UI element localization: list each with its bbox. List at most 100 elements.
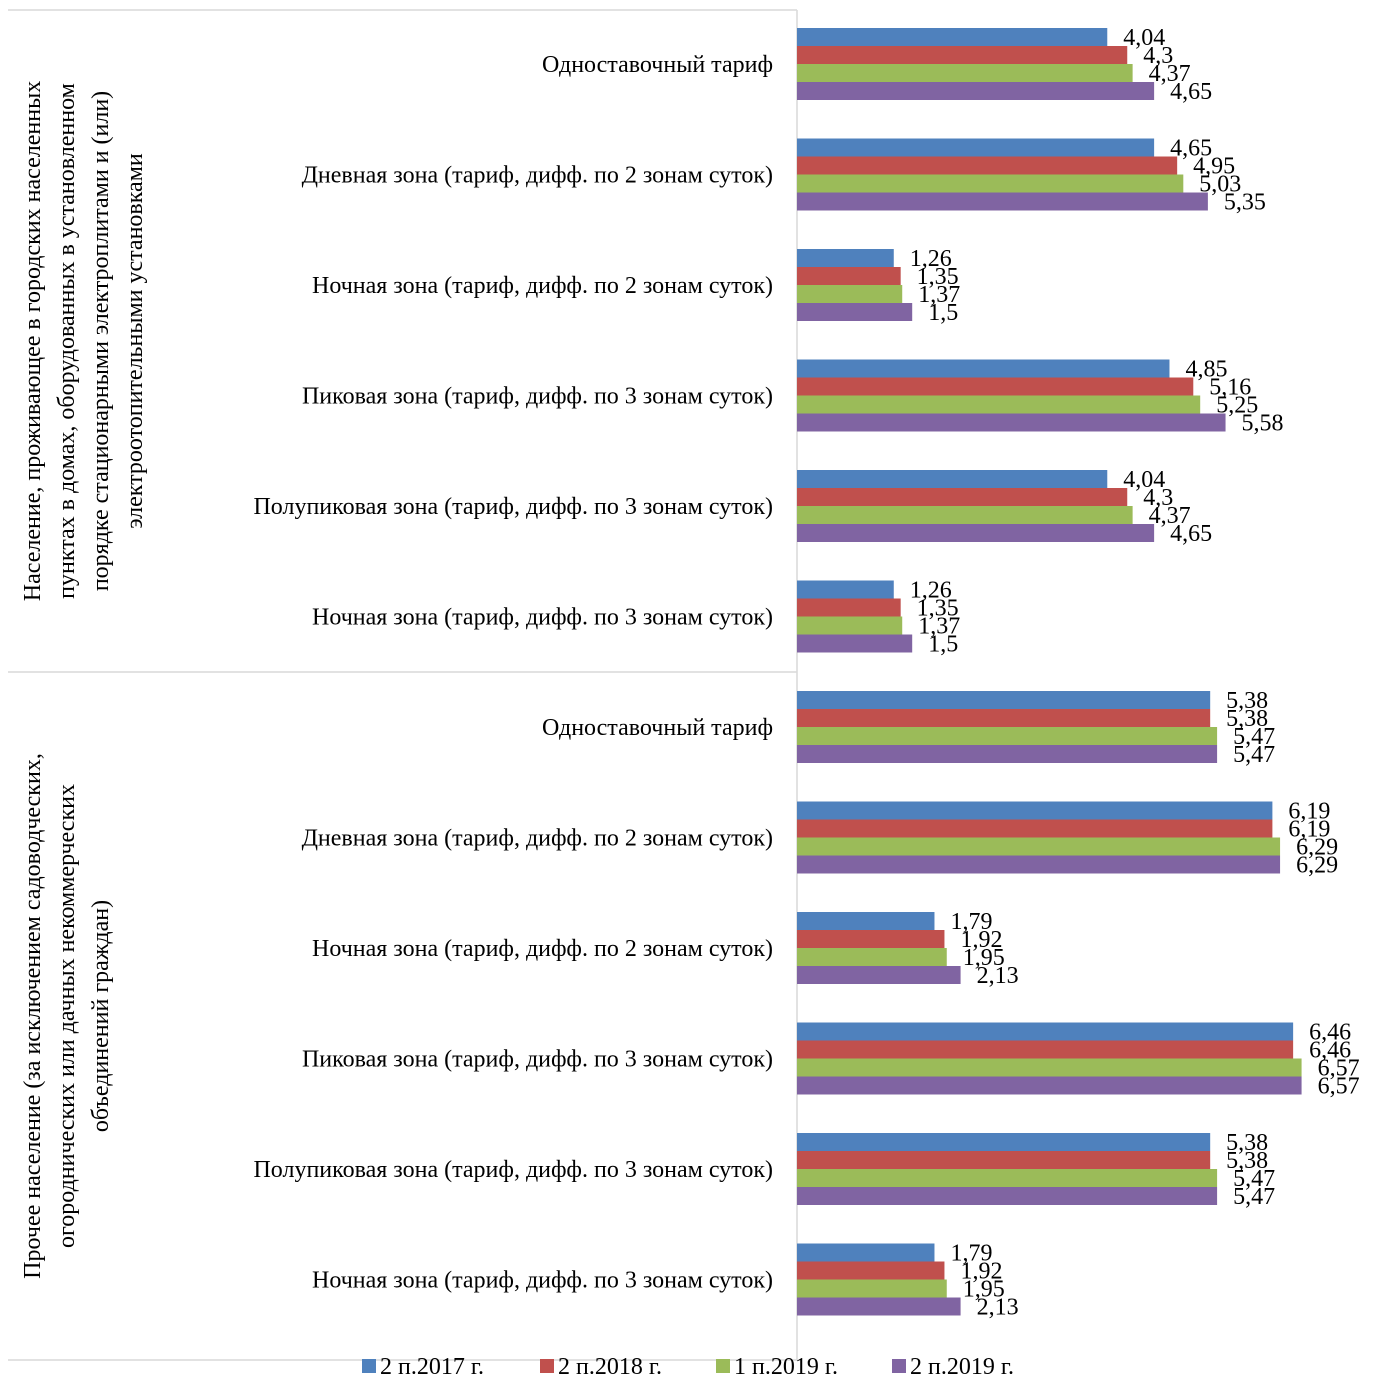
bar — [797, 1243, 935, 1262]
bar — [797, 138, 1155, 157]
value-label: 5,38 — [1226, 1130, 1268, 1156]
value-label: 1,35 — [917, 596, 959, 622]
bar — [797, 966, 961, 984]
bar — [797, 1169, 1218, 1187]
category-label: Одноставочный тариф — [542, 715, 773, 741]
bar — [797, 855, 1281, 874]
value-label: 5,25 — [1216, 393, 1258, 419]
category-label: Ночная зона (тариф, дифф. по 2 зонам сут… — [312, 936, 773, 962]
value-label: 5,03 — [1199, 172, 1241, 198]
value-label: 1,92 — [960, 1259, 1002, 1285]
value-label: 5,47 — [1233, 724, 1275, 750]
category-label: Одноставочный тариф — [542, 52, 773, 78]
category-label: Пиковая зона (тариф, дифф. по 3 зонам су… — [302, 384, 773, 410]
bar — [797, 46, 1128, 64]
group-label-line: огороднических или дачных некоммерческих — [54, 784, 80, 1248]
category-label: Ночная зона (тариф, дифф. по 3 зонам сут… — [312, 605, 773, 631]
value-label: 6,19 — [1288, 799, 1330, 825]
legend-swatch — [716, 1359, 730, 1373]
category-label: Ночная зона (тариф, дифф. по 3 зонам сут… — [312, 1268, 773, 1294]
bar — [797, 1040, 1294, 1059]
group-label-line: Население, проживающее в городских насел… — [20, 81, 46, 601]
value-label: 5,35 — [1224, 190, 1266, 216]
legend: 2 п.2017 г. 2 п.2018 г. 1 п.2019 г. 2 п.201… — [362, 1354, 1014, 1378]
bar — [797, 580, 894, 599]
bar — [797, 249, 894, 267]
value-label: 5,47 — [1233, 742, 1275, 768]
value-label: 1,5 — [928, 632, 958, 658]
bar — [797, 28, 1108, 46]
bar — [797, 82, 1155, 100]
value-label: 4,65 — [1170, 136, 1212, 162]
bar — [797, 709, 1211, 727]
value-label: 5,47 — [1233, 1184, 1275, 1210]
legend-swatch — [540, 1359, 554, 1373]
legend-entry: 2 п.2018 г. — [558, 1354, 662, 1378]
value-label: 1,5 — [928, 300, 958, 326]
group-label-line: электроотопительными установками — [122, 153, 148, 529]
bar — [797, 801, 1273, 820]
legend-swatch — [362, 1359, 376, 1373]
bar — [797, 470, 1108, 488]
value-label: 1,35 — [917, 264, 959, 290]
bars — [797, 28, 1302, 1316]
bar — [797, 192, 1208, 211]
value-label: 5,38 — [1226, 688, 1268, 714]
group-labels: Население, проживающее в городских насел… — [20, 81, 148, 1279]
bar — [797, 413, 1226, 432]
bar — [797, 395, 1201, 414]
category-label: Дневная зона (тариф, дифф. по 2 зонам су… — [302, 826, 773, 852]
value-label: 1,92 — [960, 927, 1002, 953]
bar — [797, 1022, 1294, 1041]
bar — [797, 285, 903, 303]
value-label: 6,46 — [1309, 1020, 1351, 1046]
bar — [797, 1151, 1211, 1169]
value-label: 1,79 — [950, 1241, 992, 1267]
value-label: 5,16 — [1209, 375, 1251, 401]
group-label-line: пунктах в домах, оборудованных в установ… — [54, 83, 80, 599]
bar — [797, 488, 1128, 506]
value-label: 1,37 — [918, 282, 960, 308]
value-label: 1,95 — [963, 945, 1005, 971]
bar — [797, 267, 901, 285]
value-label: 6,57 — [1318, 1056, 1360, 1082]
value-label: 4,3 — [1143, 485, 1173, 511]
bar — [797, 377, 1194, 396]
category-label: Полупиковая зона (тариф, дифф. по 3 зона… — [253, 494, 773, 520]
value-label: 4,04 — [1123, 25, 1165, 51]
value-label: 1,37 — [918, 614, 960, 640]
value-label: 1,79 — [950, 909, 992, 935]
bar — [797, 303, 913, 321]
bar — [797, 745, 1218, 763]
category-label: Пиковая зона (тариф, дифф. по 3 зонам су… — [302, 1047, 773, 1073]
bar — [797, 1261, 945, 1280]
bar — [797, 616, 903, 635]
bar — [797, 156, 1178, 175]
legend-entry: 1 п.2019 г. — [734, 1354, 838, 1378]
legend-entry: 2 п.2019 г. — [910, 1354, 1014, 1378]
bar — [797, 837, 1281, 856]
bar — [797, 359, 1170, 378]
category-labels: Одноставочный тариф Дневная зона (тариф, … — [253, 52, 773, 1294]
bar — [797, 912, 935, 930]
bar — [797, 64, 1133, 82]
value-label: 1,95 — [963, 1277, 1005, 1303]
value-label: 4,04 — [1123, 467, 1165, 493]
value-label: 4,37 — [1149, 503, 1191, 529]
bar — [797, 819, 1273, 838]
bar — [797, 948, 947, 966]
bar — [797, 1133, 1211, 1151]
value-label: 4,85 — [1185, 357, 1227, 383]
category-label: Полупиковая зона (тариф, дифф. по 3 зона… — [253, 1157, 773, 1183]
bar — [797, 691, 1211, 709]
value-label: 5,38 — [1226, 1148, 1268, 1174]
bar — [797, 524, 1155, 542]
value-label: 4,37 — [1149, 61, 1191, 87]
value-label: 6,19 — [1288, 817, 1330, 843]
bar — [797, 1297, 961, 1316]
legend-entry: 2 п.2017 г. — [380, 1354, 484, 1378]
value-label: 4,65 — [1170, 79, 1212, 105]
group-label-line: Прочее население (за исключением садовод… — [20, 753, 46, 1279]
bar — [797, 634, 913, 653]
